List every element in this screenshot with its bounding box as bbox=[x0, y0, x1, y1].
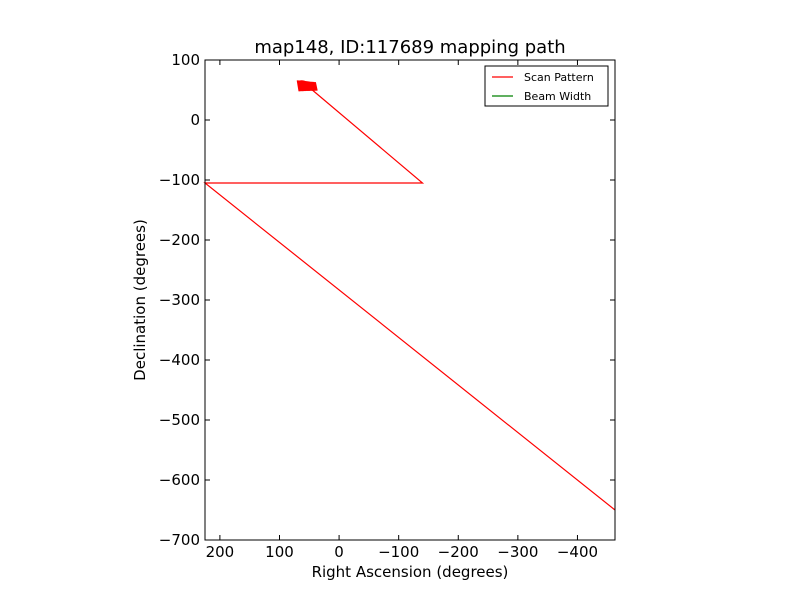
y-tick-label: −100 bbox=[159, 171, 200, 189]
y-tick-label: −600 bbox=[159, 471, 200, 489]
scan-cluster-stroke bbox=[313, 81, 317, 91]
scan-cluster-stroke bbox=[312, 81, 316, 91]
plot-marks bbox=[203, 80, 616, 511]
y-tick-label: −500 bbox=[159, 411, 200, 429]
scan-cluster-stroke bbox=[300, 80, 304, 92]
scan-cluster-arc bbox=[296, 80, 315, 90]
scan-cluster-stroke bbox=[300, 80, 305, 92]
x-tick-label: −400 bbox=[557, 543, 598, 561]
x-tick-label: 200 bbox=[206, 543, 235, 561]
y-tick-label: −700 bbox=[159, 531, 200, 549]
x-axis: 200 100 0 −100 −200 −300 −400 bbox=[206, 60, 598, 561]
y-tick-label: 100 bbox=[171, 51, 200, 69]
scan-cluster-stroke bbox=[312, 81, 316, 91]
scan-cluster-stroke bbox=[299, 80, 303, 92]
x-tick-label: −300 bbox=[497, 543, 538, 561]
legend: Scan Pattern Beam Width bbox=[484, 65, 609, 107]
series-line-scan-pattern bbox=[203, 89, 616, 511]
y-tick-label: −300 bbox=[159, 291, 200, 309]
scan-cluster-stroke bbox=[302, 80, 306, 92]
y-tick-label: −400 bbox=[159, 351, 200, 369]
y-tick-label: −200 bbox=[159, 231, 200, 249]
legend-scan-pattern-label: Scan Pattern bbox=[524, 71, 594, 84]
y-axis-label: Declination (degrees) bbox=[131, 219, 149, 381]
x-axis-label: Right Ascension (degrees) bbox=[312, 563, 509, 581]
x-tick-label: 100 bbox=[265, 543, 294, 561]
scan-cluster-stroke bbox=[301, 80, 305, 92]
x-tick-label: 0 bbox=[334, 543, 344, 561]
y-axis: 100 0 −100 −200 −300 −400 −500 −600 −700 bbox=[159, 51, 615, 549]
x-tick-label: −100 bbox=[378, 543, 419, 561]
y-tick-label: 0 bbox=[190, 111, 200, 129]
scan-cluster-stroke bbox=[314, 82, 318, 91]
x-tick-label: −200 bbox=[438, 543, 479, 561]
legend-beam-width-label: Beam Width bbox=[524, 90, 591, 103]
chart-title: map148, ID:117689 mapping path bbox=[254, 37, 565, 58]
scan-cluster bbox=[296, 80, 318, 92]
plot-area-frame bbox=[204, 59, 616, 541]
legend-box bbox=[484, 65, 609, 107]
